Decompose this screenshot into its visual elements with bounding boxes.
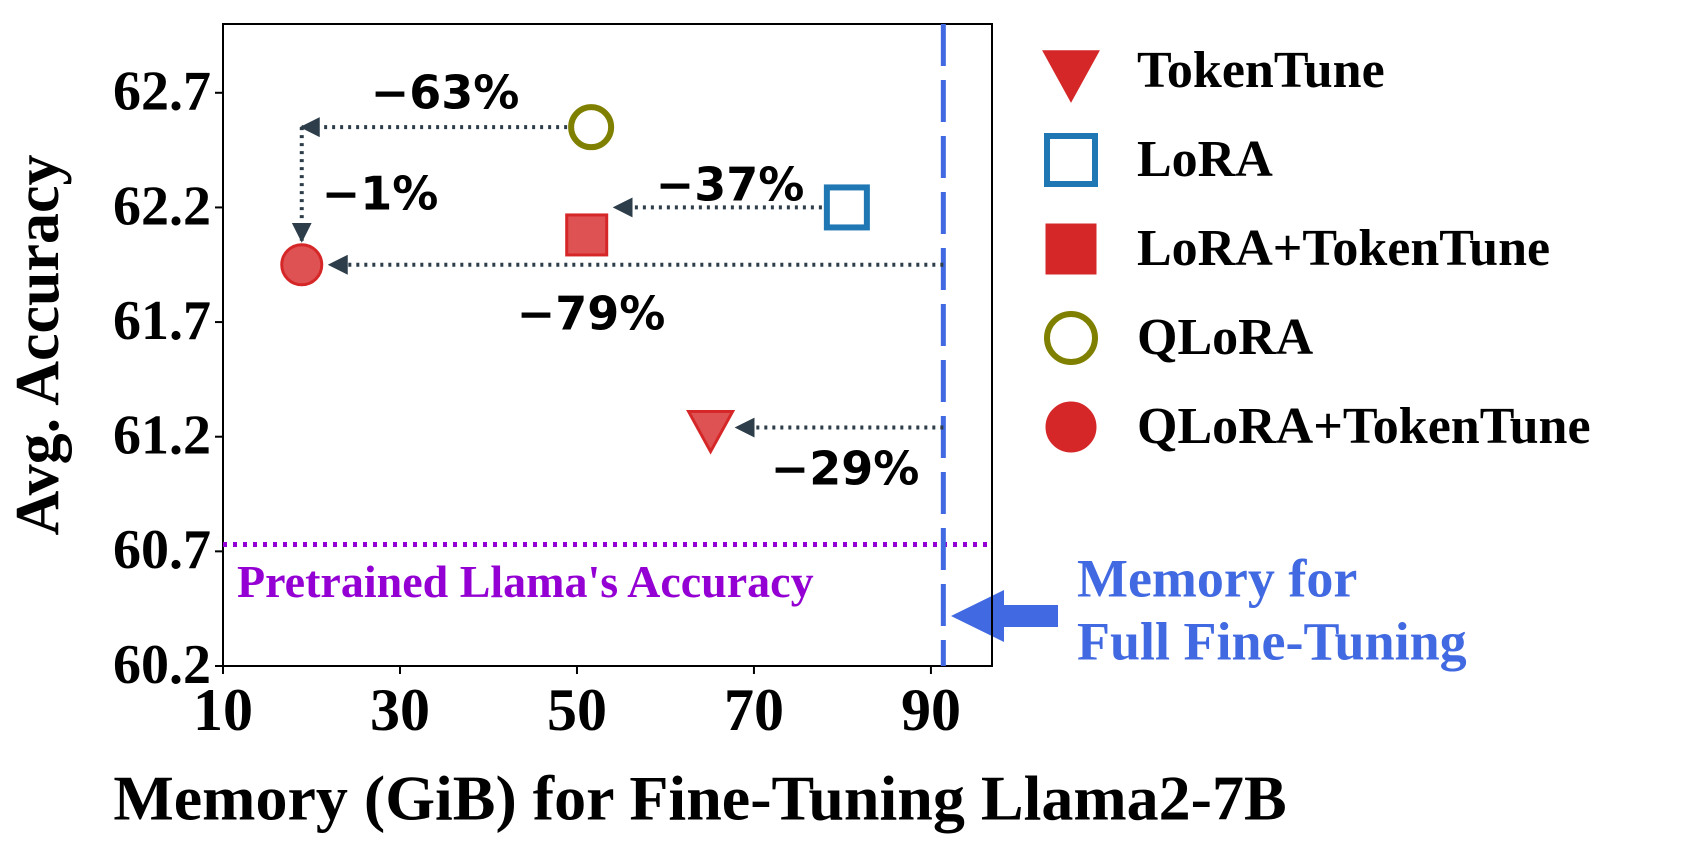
x-tick-label: 70	[724, 677, 784, 743]
legend-label: QLoRA+TokenTune	[1137, 398, 1591, 455]
legend-label: TokenTune	[1137, 42, 1385, 99]
legend-label: LoRA	[1137, 131, 1273, 188]
annotation-label: −79%	[517, 287, 666, 341]
y-tick-label: 61.7	[113, 290, 211, 352]
x-tick-label: 30	[370, 677, 430, 743]
pointer-arrow-head	[951, 590, 1004, 642]
marker	[565, 213, 609, 257]
reference-vline-label: Memory for	[1077, 548, 1357, 608]
y-tick-label: 62.2	[113, 175, 211, 237]
marker	[686, 410, 736, 455]
reference-hline-label: Pretrained Llama's Accuracy	[237, 556, 814, 607]
annotation-label: −1%	[322, 167, 439, 221]
y-tick-label: 62.7	[113, 61, 211, 123]
y-tick-label: 60.2	[113, 634, 211, 696]
marker	[568, 104, 615, 151]
x-tick-label: 10	[193, 677, 253, 743]
y-tick-label: 60.7	[113, 519, 211, 581]
legend-label: QLoRA	[1137, 309, 1314, 366]
legend-marker	[1045, 401, 1097, 453]
annotation-label: −37%	[656, 158, 805, 212]
x-tick-label: 90	[901, 677, 961, 743]
x-tick-label: 50	[547, 677, 607, 743]
legend-marker	[1045, 223, 1097, 275]
legend-marker	[1044, 311, 1098, 365]
x-axis-title: Memory (GiB) for Fine-Tuning Llama2-7B	[113, 763, 1286, 834]
y-tick-label: 61.2	[113, 405, 211, 467]
annotation-label: −63%	[371, 66, 520, 120]
annotation-label: −29%	[771, 442, 920, 496]
marker	[823, 184, 870, 231]
reference-vline-label: Full Fine-Tuning	[1077, 611, 1467, 671]
plot-frame	[222, 23, 993, 667]
legend-label: LoRA+TokenTune	[1137, 220, 1550, 277]
y-axis-title: Avg. Accuracy	[4, 154, 72, 535]
legend-marker	[1042, 50, 1100, 103]
marker	[280, 243, 324, 287]
legend-marker	[1044, 133, 1098, 187]
